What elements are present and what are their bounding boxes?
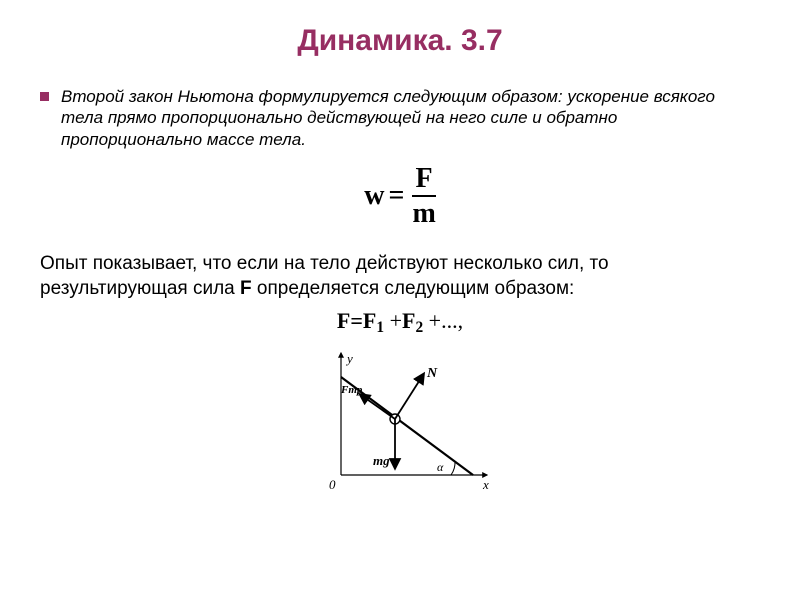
sum-sub2: 2	[415, 319, 423, 336]
label-N: N	[426, 366, 438, 381]
slide: Динамика. 3.7 Второй закон Ньютона форму…	[0, 0, 800, 600]
sum-comma: ,	[458, 308, 464, 333]
vector-Ftr	[361, 395, 395, 419]
diagram-container: y x 0 N Fтр mg α	[40, 347, 760, 502]
alpha-arc	[451, 461, 455, 475]
bullet-text: Второй закон Ньютона формулируется следу…	[61, 86, 760, 150]
label-x: x	[482, 477, 489, 492]
sum-sub1: 1	[376, 319, 384, 336]
paragraph-resultant: Опыт показывает, что если на тело действ…	[40, 251, 760, 302]
sum-F: F	[337, 308, 350, 333]
formula-eq: =	[388, 180, 404, 212]
label-mg: mg	[373, 453, 390, 468]
label-alpha: α	[437, 460, 444, 474]
sum-eq: =	[350, 308, 363, 333]
formula-numerator: F	[416, 164, 433, 193]
label-y: y	[345, 351, 353, 366]
vector-N	[395, 375, 423, 419]
inclined-plane-diagram: y x 0 N Fтр mg α	[305, 347, 495, 497]
formula-lhs: w	[364, 180, 384, 212]
sum-dots: ...	[441, 308, 458, 333]
label-Ftr: Fтр	[340, 384, 363, 396]
slide-title: Динамика. 3.7	[40, 24, 760, 58]
fraction-bar-icon	[412, 195, 435, 197]
bullet-marker-icon	[40, 92, 49, 101]
formula-fraction: F m	[412, 164, 435, 229]
sum-F2: F	[402, 308, 415, 333]
sum-F1: F	[363, 308, 376, 333]
formula-acceleration: w = F m	[40, 164, 760, 229]
formula-denominator: m	[412, 199, 435, 228]
bullet-item: Второй закон Ньютона формулируется следу…	[40, 86, 760, 150]
label-origin: 0	[329, 477, 336, 492]
sum-plus1: +	[390, 308, 402, 333]
formula-force-sum: F=F1 +F2 +...,	[40, 308, 760, 337]
sum-plus2: +	[429, 308, 441, 333]
